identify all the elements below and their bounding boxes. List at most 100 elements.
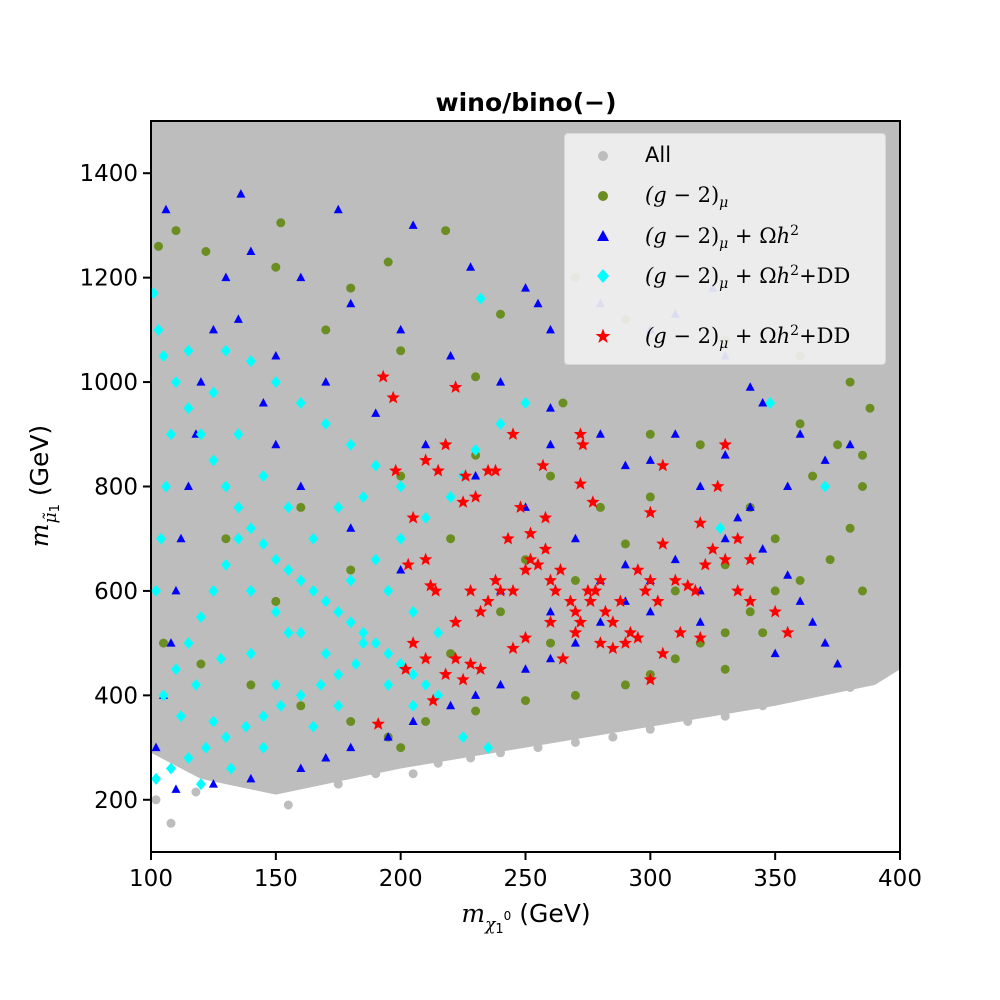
data-point bbox=[383, 257, 393, 267]
data-point bbox=[825, 555, 835, 565]
data-point bbox=[681, 578, 695, 592]
data-point bbox=[656, 458, 670, 472]
data-point bbox=[151, 795, 161, 805]
data-point bbox=[473, 604, 488, 618]
data-point bbox=[208, 584, 219, 597]
data-point bbox=[221, 534, 231, 544]
data-point bbox=[395, 532, 406, 545]
legend-label-g2-relic-dd: (g − 2)μ + Ωh2+DD bbox=[645, 263, 851, 293]
data-point bbox=[656, 536, 670, 550]
data-point bbox=[190, 678, 201, 691]
green-circle-icon bbox=[598, 191, 608, 201]
data-point bbox=[283, 626, 294, 639]
data-point bbox=[308, 720, 319, 733]
data-point bbox=[471, 690, 481, 699]
data-point bbox=[633, 717, 643, 726]
data-point bbox=[346, 742, 356, 752]
data-point bbox=[608, 732, 618, 742]
red-star-icon bbox=[595, 328, 611, 343]
data-point bbox=[858, 670, 867, 679]
data-point bbox=[570, 533, 580, 543]
data-point bbox=[693, 630, 707, 644]
data-point bbox=[350, 658, 361, 671]
data-point bbox=[200, 741, 211, 754]
data-point bbox=[438, 667, 453, 681]
data-point bbox=[296, 701, 306, 711]
data-point bbox=[745, 607, 755, 617]
data-point bbox=[346, 565, 356, 575]
data-point bbox=[553, 563, 568, 576]
data-point bbox=[731, 583, 745, 597]
data-point bbox=[470, 443, 481, 456]
data-point bbox=[471, 471, 481, 480]
data-point bbox=[795, 419, 805, 429]
data-point bbox=[695, 481, 705, 490]
data-point bbox=[220, 344, 231, 357]
legend-item-g2-relic-dd: (g − 2)μ + Ωh2+DD bbox=[565, 256, 887, 296]
data-point bbox=[448, 380, 463, 393]
data-point bbox=[533, 298, 543, 308]
data-point bbox=[543, 573, 558, 587]
data-point bbox=[419, 651, 433, 665]
data-point bbox=[568, 604, 583, 618]
data-point bbox=[446, 350, 456, 360]
data-point bbox=[158, 689, 169, 702]
data-point bbox=[523, 526, 538, 540]
data-point bbox=[165, 428, 176, 441]
data-point bbox=[488, 573, 503, 587]
data-point bbox=[220, 731, 231, 744]
data-point bbox=[408, 769, 418, 779]
data-point bbox=[706, 542, 720, 555]
data-point bbox=[533, 743, 543, 753]
data-point bbox=[858, 482, 867, 491]
data-point bbox=[171, 585, 181, 595]
data-point bbox=[175, 710, 186, 723]
x-tick-label: 350 bbox=[753, 866, 797, 892]
data-point bbox=[161, 204, 171, 214]
data-point bbox=[233, 501, 244, 514]
data-point bbox=[645, 606, 655, 616]
data-point bbox=[670, 554, 680, 564]
data-point bbox=[358, 626, 369, 639]
legend-label-g2: (g − 2)μ bbox=[645, 183, 729, 212]
data-point bbox=[370, 459, 381, 472]
data-point bbox=[570, 638, 580, 647]
data-point bbox=[783, 690, 793, 700]
data-point bbox=[396, 565, 406, 574]
x-tick-label: 150 bbox=[254, 866, 298, 892]
data-point bbox=[406, 636, 420, 649]
data-point bbox=[695, 440, 705, 450]
data-point bbox=[196, 659, 206, 669]
data-point bbox=[159, 638, 168, 648]
data-point bbox=[865, 403, 875, 413]
data-point bbox=[645, 492, 655, 502]
data-point bbox=[201, 247, 211, 256]
data-point bbox=[295, 689, 306, 702]
data-point bbox=[545, 439, 555, 449]
data-point bbox=[408, 668, 419, 681]
data-point bbox=[583, 594, 598, 607]
data-point bbox=[695, 617, 705, 626]
data-point bbox=[795, 429, 805, 438]
y-tick-label: 600 bbox=[94, 579, 138, 605]
data-point bbox=[668, 573, 682, 587]
data-point bbox=[506, 427, 520, 440]
data-point bbox=[246, 773, 256, 783]
data-point bbox=[245, 355, 256, 368]
data-point bbox=[673, 625, 687, 639]
data-point bbox=[236, 189, 246, 198]
data-point bbox=[166, 818, 176, 828]
data-point bbox=[556, 651, 570, 665]
data-point bbox=[183, 752, 194, 765]
data-point bbox=[333, 605, 344, 618]
data-point bbox=[371, 408, 381, 417]
data-point bbox=[513, 500, 528, 513]
data-point bbox=[845, 439, 855, 449]
data-point bbox=[208, 324, 218, 334]
data-point bbox=[493, 583, 508, 597]
legend: All (g − 2)μ (g − 2)μ + Ωh2 (g − 2)μ + Ω… bbox=[564, 133, 886, 365]
data-point bbox=[170, 376, 181, 389]
data-point bbox=[220, 558, 231, 571]
data-point bbox=[483, 741, 494, 754]
data-point bbox=[506, 641, 520, 654]
